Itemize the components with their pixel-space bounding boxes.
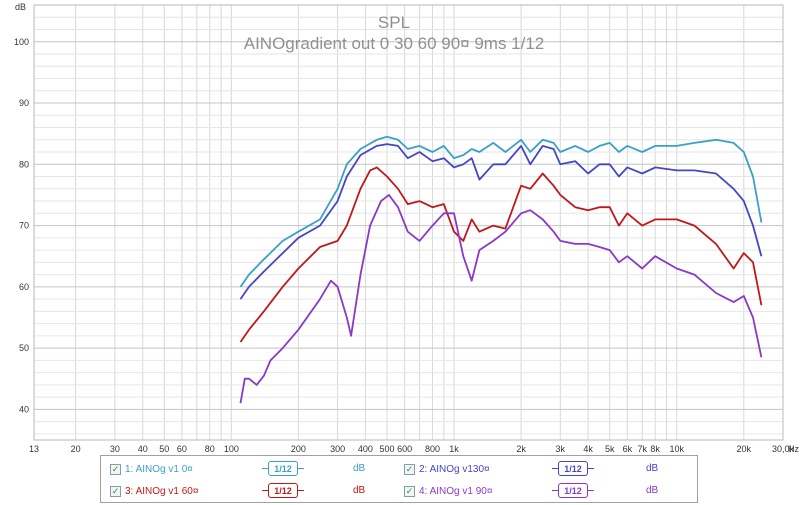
x-tick-label: 300: [330, 444, 345, 454]
x-tick-label: 30: [110, 444, 120, 454]
smoothing-selector-4[interactable]: 1/12: [552, 483, 594, 498]
x-ticks: 13 20 30 40 50 60 80 100 200 300 400 500 600 800 1k 2k 3…: [29, 444, 795, 454]
unit-label-2: dB: [646, 463, 659, 474]
spl-chart: 40 50 60 70 80 90 100 13 20 30 40 50 60 80 100 200 300 4…: [14, 2, 800, 454]
x-tick-label: 500: [379, 444, 394, 454]
x-tick-label: 20: [71, 444, 81, 454]
x-tick-label: 13: [29, 444, 39, 454]
unit-label-4: dB: [646, 485, 659, 496]
series-line-1: [239, 135, 763, 288]
x-tick-label: 600: [397, 444, 412, 454]
legend: ✓ 1: AINOg v1 0¤ 1/12 dB ✓ 2: AINOg v130…: [100, 455, 698, 503]
legend-label-4: 4: AINOg v1 90¤: [419, 485, 493, 497]
checkbox-1[interactable]: ✓: [110, 463, 121, 475]
x-tick-label: 6k: [623, 444, 633, 454]
x-tick-label: 40: [138, 444, 148, 454]
grid: [33, 4, 784, 441]
x-tick-label: 800: [425, 444, 440, 454]
legend-item-4: ✓ 4: AINOg v1 90¤: [404, 482, 492, 500]
smoothing-label-4: 1/12: [564, 485, 582, 496]
smoothing-selector-3[interactable]: 1/12: [262, 483, 304, 498]
legend-item-2: ✓ 2: AINOg v130¤: [404, 460, 490, 478]
y-tick-label: 50: [19, 343, 29, 353]
y-tick-label: 90: [19, 98, 29, 108]
y-tick-label: 70: [19, 221, 29, 231]
x-tick-label: 200: [291, 444, 306, 454]
x-axis-unit: Hz: [788, 444, 799, 454]
x-tick-label: 10k: [669, 444, 684, 454]
checkbox-4[interactable]: ✓: [404, 485, 415, 497]
y-ticks: 40 50 60 70 80 90 100: [14, 37, 29, 415]
y-axis-label: dB: [15, 2, 26, 12]
series-line-3: [239, 166, 763, 343]
x-tick-label: 3k: [556, 444, 566, 454]
legend-item-1: ✓ 1: AINOg v1 0¤: [110, 460, 193, 478]
smoothing-selector-1[interactable]: 1/12: [262, 461, 304, 476]
smoothing-label-2: 1/12: [564, 463, 582, 474]
x-tick-label: 8k: [650, 444, 660, 454]
y-tick-label: 60: [19, 282, 29, 292]
chart-title: SPL: [378, 13, 410, 32]
x-tick-label: 20k: [737, 444, 752, 454]
smoothing-label-3: 1/12: [274, 485, 292, 496]
y-tick-label: 100: [14, 37, 29, 47]
chart-subtitle: AINOgradient out 0 30 60 90¤ 9ms 1/12: [244, 34, 545, 53]
checkbox-3[interactable]: ✓: [110, 485, 121, 497]
x-tick-label: 2k: [516, 444, 526, 454]
x-tick-label: 400: [358, 444, 373, 454]
smoothing-label-1: 1/12: [274, 463, 292, 474]
smoothing-selector-2[interactable]: 1/12: [552, 461, 594, 476]
unit-label-3: dB: [353, 485, 366, 496]
series-line-2: [239, 143, 763, 300]
legend-label-1: 1: AINOg v1 0¤: [125, 463, 193, 475]
x-tick-label: 1k: [449, 444, 459, 454]
legend-label-2: 2: AINOg v130¤: [419, 463, 490, 475]
x-tick-label: 5k: [605, 444, 615, 454]
legend-label-3: 3: AINOg v1 60¤: [125, 485, 199, 497]
x-tick-label: 7k: [637, 444, 647, 454]
y-tick-label: 40: [19, 404, 29, 414]
plot-frame: [33, 4, 784, 441]
legend-item-3: ✓ 3: AINOg v1 60¤: [110, 482, 198, 500]
x-tick-label: 50: [159, 444, 169, 454]
series-line-4: [239, 194, 763, 404]
x-tick-label: 100: [224, 444, 239, 454]
x-tick-label: 30,0k: [772, 444, 795, 454]
unit-label-1: dB: [353, 463, 366, 474]
y-tick-label: 80: [19, 159, 29, 169]
x-tick-label: 80: [205, 444, 215, 454]
x-tick-label: 4k: [583, 444, 593, 454]
plot-area: [239, 135, 763, 404]
x-tick-label: 60: [177, 444, 187, 454]
checkbox-2[interactable]: ✓: [404, 463, 415, 475]
